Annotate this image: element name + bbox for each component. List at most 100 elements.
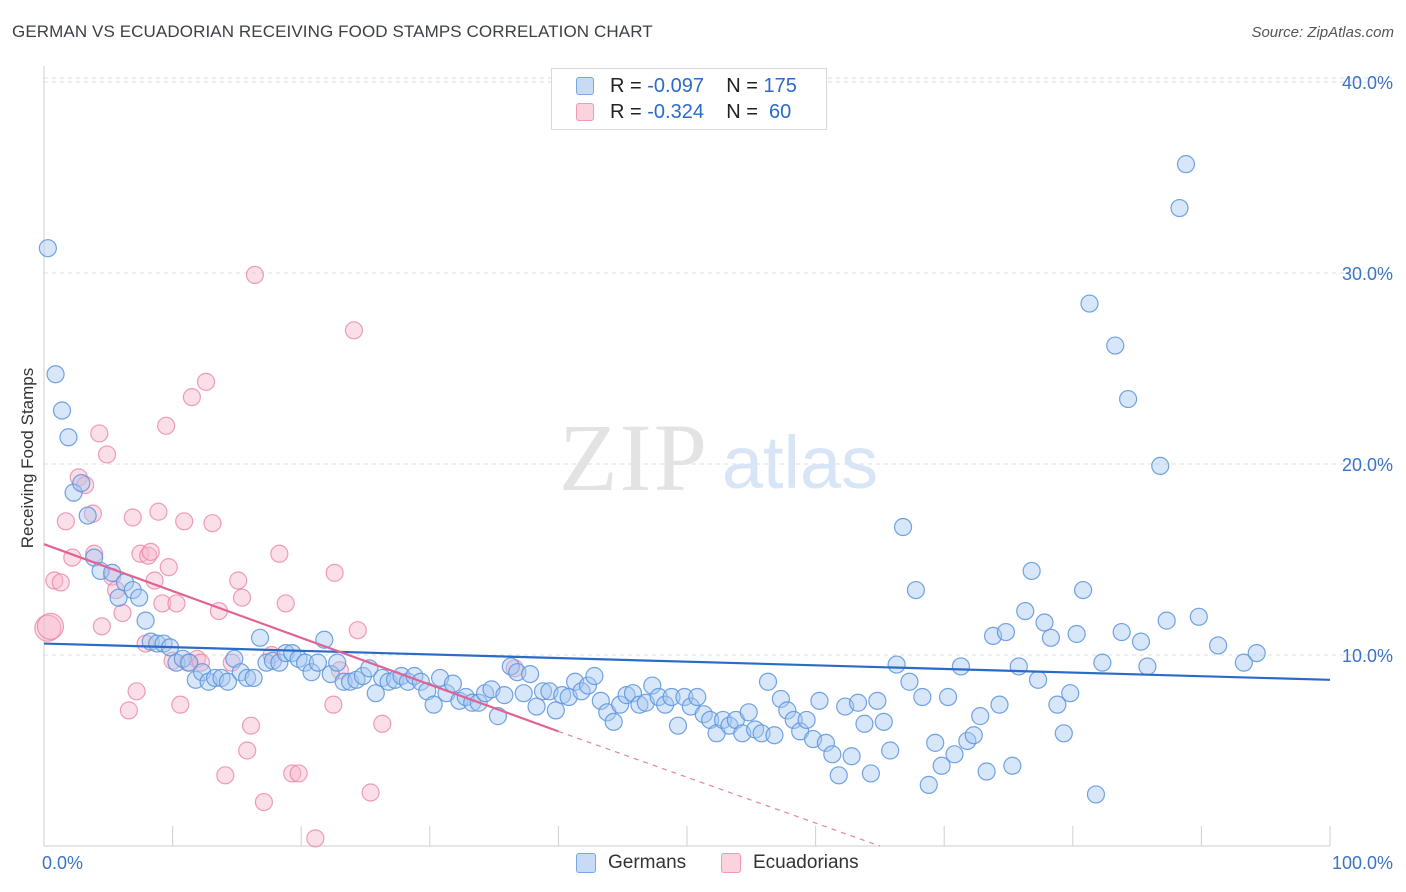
german-point xyxy=(59,428,78,447)
watermark-atlas: atlas xyxy=(722,421,878,504)
german-point xyxy=(1138,657,1157,676)
ecuadorian-point xyxy=(348,621,367,640)
x-tick-label: 0.0% xyxy=(42,853,83,873)
german-point xyxy=(861,764,880,783)
german-point xyxy=(829,766,848,785)
german-point xyxy=(553,686,572,705)
ecuadorian-point xyxy=(149,502,168,521)
german-point xyxy=(72,474,91,493)
legend-n-value: 175 xyxy=(763,75,797,97)
german-point xyxy=(1086,785,1106,804)
y-tick-label: 40.0% xyxy=(1342,73,1393,93)
german-point xyxy=(366,684,385,703)
german-point xyxy=(250,628,270,647)
german-point xyxy=(990,695,1009,714)
ecuadorian-points xyxy=(34,265,524,848)
german-point xyxy=(64,483,83,502)
german-point xyxy=(1048,695,1067,714)
german-point xyxy=(881,741,900,760)
german-point xyxy=(1112,622,1131,642)
legend-r-value: -0.097 xyxy=(647,75,704,97)
legend-n-label: N = xyxy=(726,101,758,123)
german-point xyxy=(842,747,861,766)
german-point xyxy=(758,672,778,691)
german-point xyxy=(52,401,72,420)
german-point xyxy=(257,653,276,672)
german-point xyxy=(136,611,155,630)
ecuadorian-point xyxy=(361,783,380,802)
ecuadorian-point xyxy=(171,695,190,714)
german-point xyxy=(521,664,540,684)
correlation-legend: R = -0.097 N = 175 R = -0.324 N = 60 xyxy=(551,68,827,130)
ecuadorian-point xyxy=(196,372,216,391)
german-point xyxy=(109,588,128,607)
german-point xyxy=(1118,389,1138,409)
german-point xyxy=(617,686,636,705)
german-point xyxy=(816,733,835,752)
german-point xyxy=(123,580,142,600)
german-point xyxy=(1176,155,1196,174)
ecuadorian-point xyxy=(238,741,257,760)
trend-lines xyxy=(43,543,1331,847)
german-point xyxy=(527,697,546,716)
german-point xyxy=(38,239,57,258)
german-point xyxy=(913,687,932,707)
legend-r-label: R = xyxy=(610,101,642,123)
german-point xyxy=(1028,670,1048,689)
ecuadorian-point xyxy=(283,764,302,783)
watermark-zip: ZIP xyxy=(559,404,709,511)
ecuadorian-point xyxy=(203,514,222,533)
german-point xyxy=(1247,643,1266,663)
german-point xyxy=(951,657,971,676)
german-point xyxy=(1151,456,1170,476)
ecuadorian-point xyxy=(325,563,344,582)
ecuadorian-point xyxy=(97,445,117,464)
german-point xyxy=(495,686,514,705)
ecuadorian-point xyxy=(254,792,274,812)
german-point xyxy=(823,745,842,764)
german-point xyxy=(778,701,797,720)
german-point xyxy=(932,756,951,775)
watermark: ZIP atlas xyxy=(559,404,878,511)
german-point xyxy=(1189,607,1208,626)
german-point xyxy=(643,676,662,695)
ecuadorian-point xyxy=(90,424,109,443)
german-point xyxy=(270,653,289,672)
german-point xyxy=(893,517,913,537)
ecuadorian-point xyxy=(56,512,75,531)
german-point xyxy=(1073,580,1093,600)
german-point xyxy=(295,653,315,672)
german-point xyxy=(656,695,675,714)
german-point xyxy=(328,653,347,672)
german-point xyxy=(771,689,790,709)
ecuadorian-point xyxy=(36,612,65,640)
german-point xyxy=(180,653,199,672)
german-point xyxy=(848,693,868,712)
german-point xyxy=(1003,756,1022,775)
ecuadorian-point xyxy=(141,542,160,561)
german-point xyxy=(514,684,533,703)
german-point xyxy=(906,580,926,600)
german-point xyxy=(623,684,643,703)
legend-r-label: R = xyxy=(610,75,642,97)
german-point xyxy=(578,676,598,695)
ecuadorian-point xyxy=(51,573,70,592)
legend-swatch-ecuadorians xyxy=(721,853,741,873)
german-point xyxy=(1061,684,1080,703)
german-point xyxy=(244,668,263,688)
ecuadorian-point xyxy=(289,764,308,783)
y-tick-label: 20.0% xyxy=(1342,455,1393,475)
german-point xyxy=(46,365,65,384)
y-axis-title: Receiving Food Stamps xyxy=(18,367,37,549)
german-point xyxy=(810,691,829,710)
german-point xyxy=(424,695,443,714)
ecuadorian-point xyxy=(127,682,146,701)
y-tick-label: 30.0% xyxy=(1342,264,1393,284)
german-point xyxy=(1035,613,1054,632)
german-point xyxy=(688,687,707,707)
ecuadorian-point xyxy=(216,766,235,785)
german-point xyxy=(1234,653,1253,672)
german-point xyxy=(78,506,97,525)
german-point xyxy=(945,745,964,764)
